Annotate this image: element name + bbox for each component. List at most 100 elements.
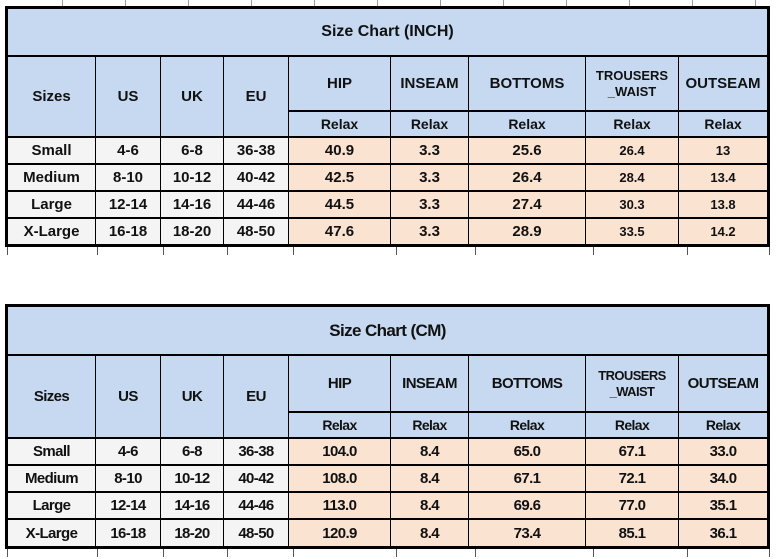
header-outseam: OUTSEAM [677,354,770,413]
data-cell: 6-8 [160,437,224,466]
data-cell: 8.4 [390,491,469,520]
header-sizes: Sizes [6,354,96,439]
size-label-cell: Medium [6,163,96,192]
data-cell: 108.0 [288,464,391,493]
data-cell: 26.4 [585,136,679,165]
table-row: Large 12-14 14-16 44-46 44.5 3.3 27.4 30… [6,190,770,219]
header-uk: UK [160,354,224,439]
header-trousers-waist: TROUSERS _WAIST [585,354,679,413]
header-hip: HIP [288,55,391,112]
data-cell: 12-14 [95,491,161,520]
size-label-cell: Medium [6,464,96,493]
data-cell: 77.0 [585,491,679,520]
data-cell: 40.9 [288,136,391,165]
spreadsheet-gridline-ticks-bottom [5,549,773,557]
subheader-relax: Relax [677,110,770,138]
data-cell: 35.1 [677,491,770,520]
data-cell: 4-6 [95,437,161,466]
header-sizes: Sizes [6,55,96,138]
table-row: Medium 8-10 10-12 40-42 108.0 8.4 67.1 7… [6,464,770,493]
data-cell: 13.8 [677,190,770,219]
data-cell: 40-42 [223,163,289,192]
header-trousers-waist: TROUSERS _WAIST [585,55,679,112]
data-cell: 36.1 [677,518,770,549]
data-cell: 27.4 [468,190,586,219]
subheader-relax: Relax [677,411,770,439]
data-cell: 16-18 [95,217,161,247]
subheader-relax: Relax [585,411,679,439]
data-cell: 14-16 [160,190,224,219]
data-cell: 14.2 [677,217,770,247]
data-cell: 18-20 [160,217,224,247]
size-label-cell: Large [6,491,96,520]
size-label-cell: X-Large [6,518,96,549]
subheader-relax: Relax [468,411,586,439]
table-title-inch: Size Chart (INCH) [5,6,770,57]
size-chart-cm-table: Size Chart (CM) Sizes US UK EU HIP INSEA… [5,304,771,549]
data-cell: 48-50 [223,518,289,549]
subheader-relax: Relax [390,411,469,439]
header-outseam: OUTSEAM [677,55,770,112]
data-cell: 4-6 [95,136,161,165]
data-cell: 10-12 [160,163,224,192]
data-cell: 33.5 [585,217,679,247]
data-cell: 3.3 [390,217,469,247]
data-cell: 73.4 [468,518,586,549]
data-cell: 36-38 [223,136,289,165]
table-row: X-Large 16-18 18-20 48-50 120.9 8.4 73.4… [6,518,770,549]
data-cell: 3.3 [390,190,469,219]
data-cell: 34.0 [677,464,770,493]
data-cell: 13 [677,136,770,165]
table-row: Medium 8-10 10-12 40-42 42.5 3.3 26.4 28… [6,163,770,192]
data-cell: 65.0 [468,437,586,466]
data-cell: 85.1 [585,518,679,549]
subheader-relax: Relax [585,110,679,138]
size-label-cell: Small [6,437,96,466]
size-label-cell: Large [6,190,96,219]
data-cell: 28.9 [468,217,586,247]
data-cell: 3.3 [390,136,469,165]
data-cell: 113.0 [288,491,391,520]
data-cell: 40-42 [223,464,289,493]
data-cell: 3.3 [390,163,469,192]
data-cell: 8.4 [390,437,469,466]
data-cell: 47.6 [288,217,391,247]
data-cell: 12-14 [95,190,161,219]
data-cell: 33.0 [677,437,770,466]
data-cell: 67.1 [585,437,679,466]
subheader-relax: Relax [390,110,469,138]
header-uk: UK [160,55,224,138]
table-title-cm: Size Chart (CM) [5,304,770,356]
header-bottoms: BOTTOMS [468,354,586,413]
header-hip: HIP [288,354,391,413]
data-cell: 16-18 [95,518,161,549]
data-cell: 44.5 [288,190,391,219]
data-cell: 28.4 [585,163,679,192]
data-cell: 10-12 [160,464,224,493]
data-cell: 8.4 [390,518,469,549]
data-cell: 120.9 [288,518,391,549]
header-inseam: INSEAM [390,354,469,413]
table-gap [0,255,779,304]
data-cell: 67.1 [468,464,586,493]
data-cell: 26.4 [468,163,586,192]
data-cell: 8-10 [95,163,161,192]
size-chart-inch-table: Size Chart (INCH) Sizes US UK EU HIP INS… [5,6,771,247]
header-bottoms: BOTTOMS [468,55,586,112]
table-row: Small 4-6 6-8 36-38 104.0 8.4 65.0 67.1 … [6,437,770,466]
data-cell: 30.3 [585,190,679,219]
spreadsheet-gridline-ticks-top [0,0,779,6]
data-cell: 14-16 [160,491,224,520]
data-cell: 44-46 [223,190,289,219]
data-cell: 6-8 [160,136,224,165]
subheader-relax: Relax [288,110,391,138]
data-cell: 13.4 [677,163,770,192]
header-inseam: INSEAM [390,55,469,112]
data-cell: 25.6 [468,136,586,165]
subheader-relax: Relax [288,411,391,439]
table-row: Large 12-14 14-16 44-46 113.0 8.4 69.6 7… [6,491,770,520]
table-row: X-Large 16-18 18-20 48-50 47.6 3.3 28.9 … [6,217,770,247]
data-cell: 18-20 [160,518,224,549]
header-eu: EU [223,354,289,439]
data-cell: 8-10 [95,464,161,493]
